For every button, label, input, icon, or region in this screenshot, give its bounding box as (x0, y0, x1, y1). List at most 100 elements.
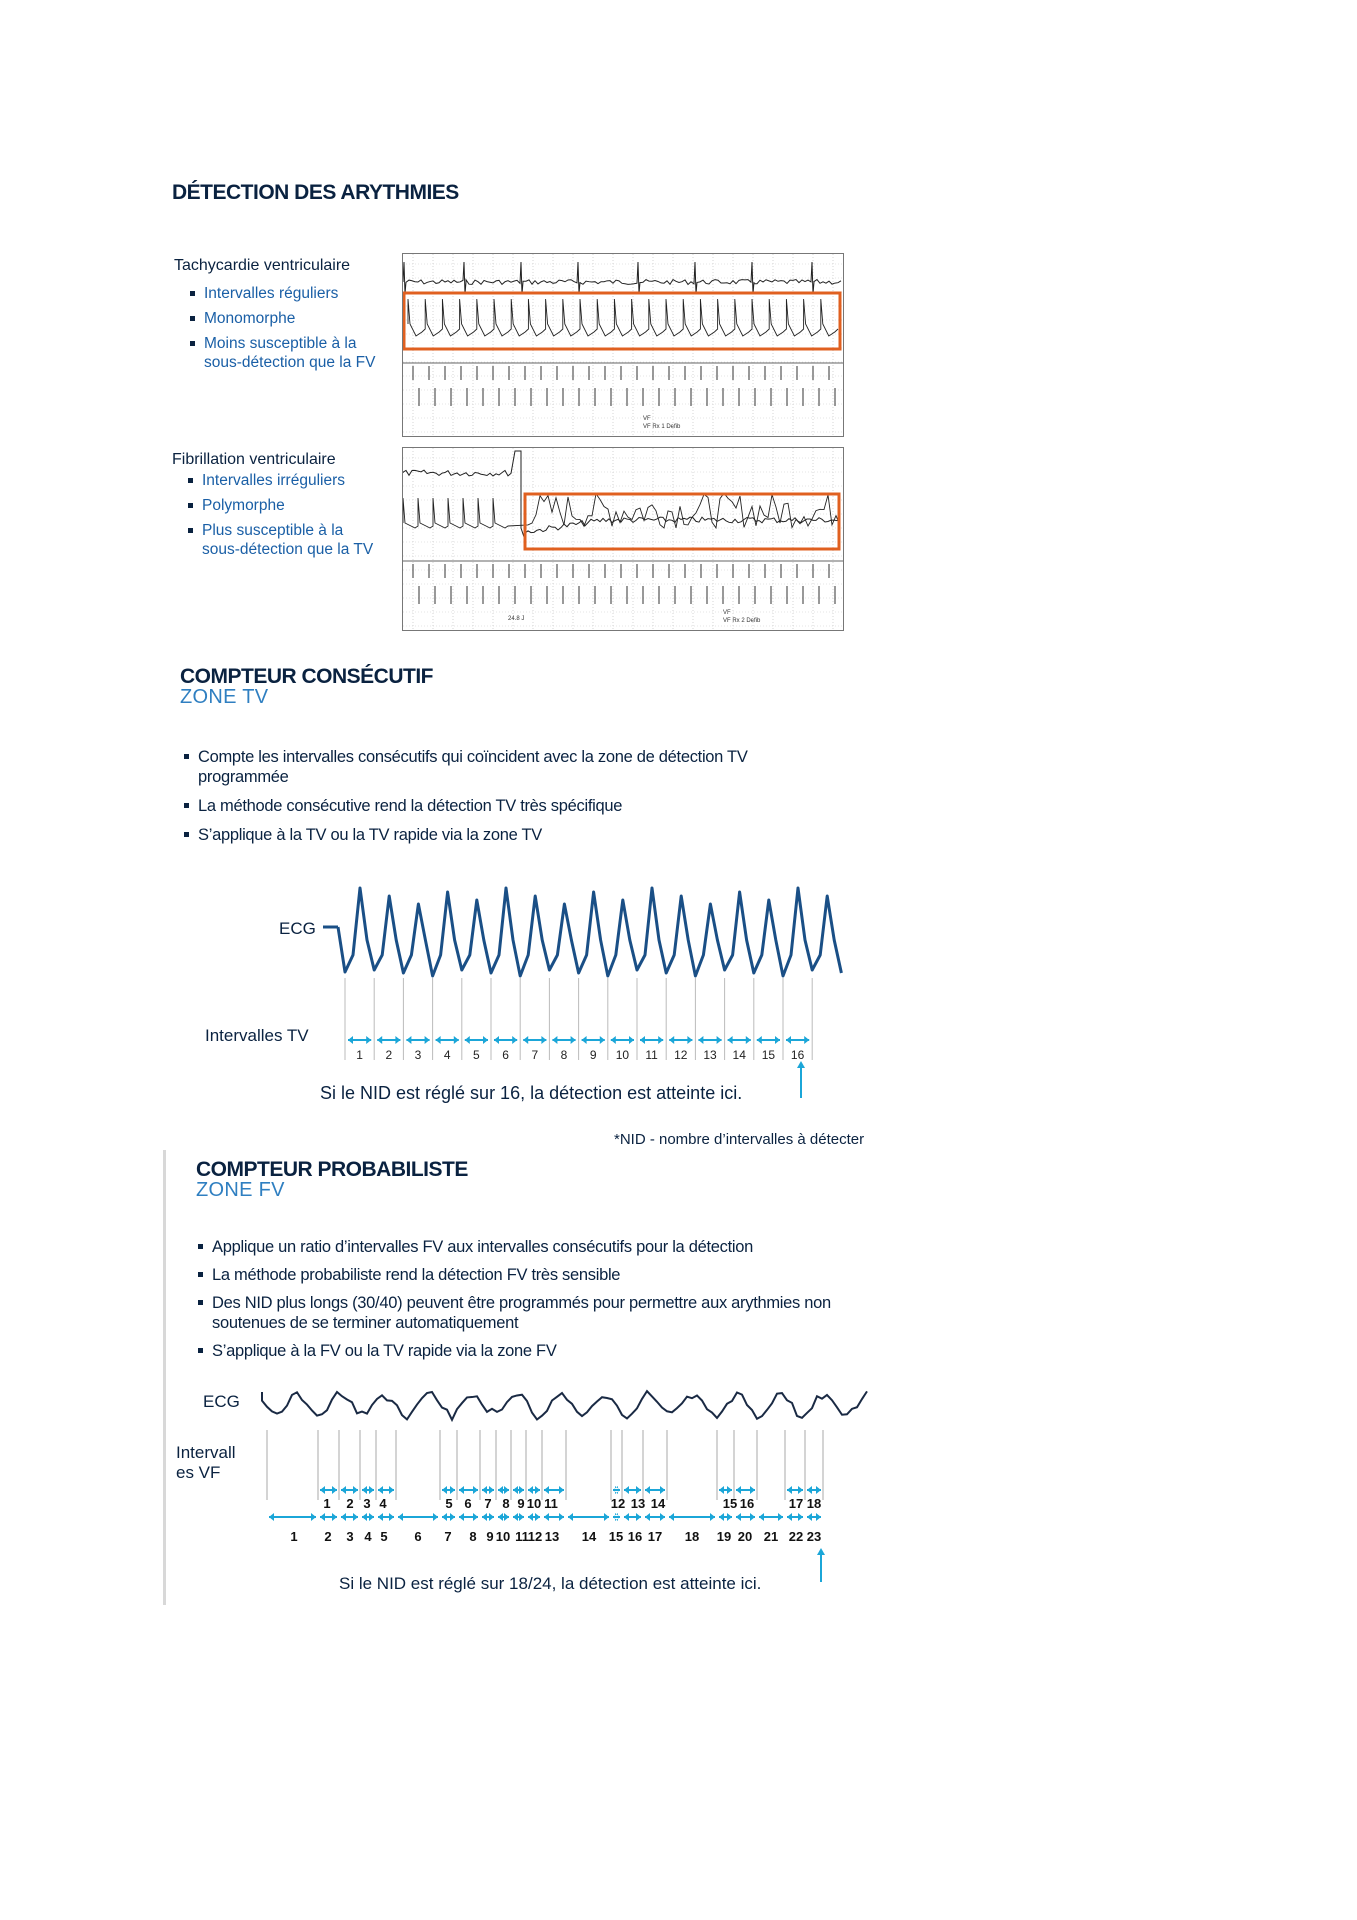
arrow-heads (269, 1513, 316, 1521)
total-interval-number: 3 (346, 1529, 353, 1544)
detection-arrow-head (797, 1061, 805, 1068)
arrow-heads (807, 1486, 821, 1494)
detection-arrow-head (817, 1548, 825, 1555)
total-interval-number: 20 (738, 1529, 752, 1544)
total-interval-number: 4 (364, 1529, 372, 1544)
arrow-heads (348, 1036, 372, 1044)
vf-interval-number: 1 (323, 1496, 330, 1511)
total-interval-number: 17 (648, 1529, 662, 1544)
arrow-heads (786, 1036, 810, 1044)
arrow-heads (442, 1513, 455, 1521)
interval-number: 9 (590, 1048, 597, 1062)
ecg-label: ECG (279, 919, 316, 938)
atrial-ecg-trace (403, 261, 842, 295)
strip-mark: VF Rx 1 Defib (643, 424, 681, 430)
interval-number: 1 (356, 1048, 363, 1062)
vf-interval-number: 12 (611, 1496, 625, 1511)
probabilistic-bullets: Applique un ratio d’intervalles FV aux i… (196, 1237, 836, 1370)
arrow-heads (528, 1513, 540, 1521)
arrow-heads (552, 1036, 576, 1044)
vt-detection-caption: Si le NID est réglé sur 16, la détection… (320, 1083, 743, 1103)
arrow-heads (787, 1513, 803, 1521)
total-interval-number: 22 (789, 1529, 803, 1544)
arrow-heads (727, 1036, 751, 1044)
arrow-heads (645, 1486, 665, 1494)
strip-mark: VF Rx 2 Defib (723, 618, 761, 624)
arrow-heads (640, 1036, 664, 1044)
vf-interval-number: 14 (651, 1496, 666, 1511)
vt-label: Tachycardie ventriculaire (174, 257, 351, 274)
total-interval-number: 12 (528, 1529, 542, 1544)
vf-interval-number: 4 (379, 1496, 387, 1511)
total-interval-number: 15 (609, 1529, 623, 1544)
vf-intervals-label-line1: Intervall (176, 1443, 236, 1462)
vf-interval-number: 5 (445, 1496, 452, 1511)
arrow-heads (669, 1513, 715, 1521)
vf-interval-number: 16 (740, 1496, 754, 1511)
consecutive-bullet: La méthode consécutive rend la détection… (182, 796, 822, 816)
vf-bullets: Intervalles irréguliers Polymorphe Plus … (186, 471, 376, 565)
arrow-heads (645, 1513, 665, 1521)
consecutive-bullets: Compte les intervalles consécutifs qui c… (182, 747, 822, 854)
interval-number: 6 (502, 1048, 509, 1062)
vf-interval-number: 9 (517, 1496, 524, 1511)
arrow-heads (698, 1036, 722, 1044)
vt-bullet: Monomorphe (188, 309, 378, 328)
interval-number: 10 (616, 1048, 630, 1062)
vf-highlight-box (523, 492, 841, 551)
arrow-heads (610, 1036, 634, 1044)
vf-interval-number: 3 (363, 1496, 370, 1511)
vt-ecg-strip: VF VF Rx 1 Defib (402, 253, 844, 437)
interval-number: 3 (415, 1048, 422, 1062)
arrow-heads (719, 1486, 732, 1494)
arrow-heads (613, 1513, 620, 1521)
total-interval-number: 19 (717, 1529, 731, 1544)
arrow-heads (787, 1486, 803, 1494)
vf-intervals-label: Intervall es VF (176, 1443, 236, 1483)
section-title-consecutive-counter: COMPTEUR CONSÉCUTIF (180, 665, 434, 688)
total-interval-number: 8 (469, 1529, 476, 1544)
vf-interval-number: 7 (484, 1496, 491, 1511)
interval-number: 11 (645, 1048, 658, 1062)
vt-bullet: Moins susceptible à la sous-détection qu… (188, 334, 378, 372)
arrow-heads (464, 1036, 488, 1044)
vf-interval-number: 13 (631, 1496, 645, 1511)
strip-mark: VF (643, 416, 651, 422)
total-interval-number: 16 (628, 1529, 642, 1544)
total-interval-number: 9 (486, 1529, 493, 1544)
vf-detection-caption: Si le NID est réglé sur 18/24, la détect… (339, 1574, 762, 1593)
arrow-heads (406, 1036, 430, 1044)
arrow-heads (719, 1513, 732, 1521)
interval-number: 4 (444, 1048, 451, 1062)
total-interval-number: 1 (290, 1529, 297, 1544)
vf-interval-number: 15 (723, 1496, 737, 1511)
arrow-heads (498, 1513, 509, 1521)
total-interval-number: 14 (582, 1529, 597, 1544)
vf-interval-number: 18 (807, 1496, 821, 1511)
nid-footnote: *NID - nombre d’intervalles à détecter (614, 1131, 865, 1148)
arrow-heads (544, 1513, 564, 1521)
arrow-heads (378, 1486, 394, 1494)
arrow-heads (362, 1513, 374, 1521)
vt-bullets: Intervalles réguliers Monomorphe Moins s… (188, 284, 378, 378)
arrow-heads (341, 1486, 358, 1494)
probabilistic-bullet: S’applique à la FV ou la TV rapide via l… (196, 1341, 836, 1361)
arrow-heads (320, 1513, 337, 1521)
section-title-probabilistic-counter: COMPTEUR PROBABILISTE (196, 1158, 468, 1181)
vf-interval-number: 2 (346, 1496, 353, 1511)
probabilistic-bullet: Des NID plus longs (30/40) peuvent être … (196, 1293, 836, 1333)
interval-number: 2 (385, 1048, 392, 1062)
total-interval-number: 23 (807, 1529, 821, 1544)
vf-interval-number: 8 (502, 1496, 509, 1511)
vf-label: Fibrillation ventriculaire (172, 451, 336, 468)
arrow-heads (341, 1513, 358, 1521)
arrow-heads (756, 1036, 780, 1044)
interval-number: 13 (703, 1048, 717, 1062)
arrow-heads (613, 1486, 620, 1494)
total-interval-number: 5 (380, 1529, 387, 1544)
total-interval-number: 18 (685, 1529, 699, 1544)
vf-bullet: Polymorphe (186, 496, 376, 515)
interval-number: 16 (791, 1048, 805, 1062)
arrow-heads (513, 1513, 524, 1521)
